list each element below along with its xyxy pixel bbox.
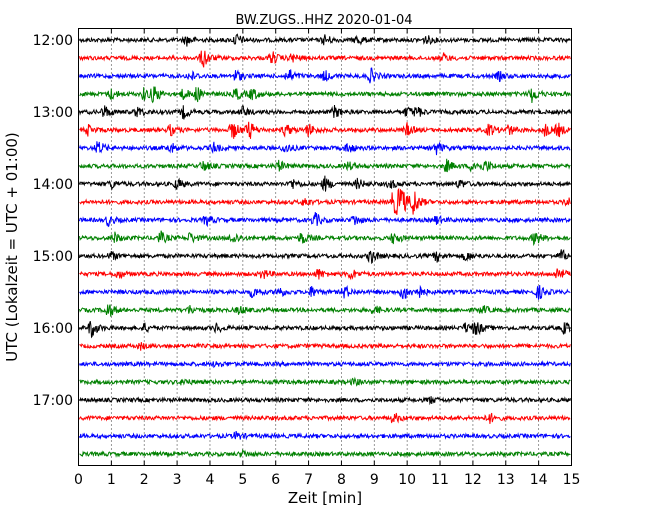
trace-1700 xyxy=(79,396,571,406)
trace-1330 xyxy=(79,141,571,156)
y-axis-label: UTC (Lokalzeit = UTC + 01:00) xyxy=(3,132,21,362)
seismic-traces xyxy=(79,33,571,458)
x-tick-label: 15 xyxy=(563,472,581,488)
x-tick-label: 9 xyxy=(370,472,379,488)
trace-1630 xyxy=(79,360,571,369)
plot-frame xyxy=(78,28,572,466)
trace-1600 xyxy=(79,321,571,339)
x-tick-label: 3 xyxy=(173,472,182,488)
x-axis-label: Zeit [min] xyxy=(288,489,362,507)
x-tick-label: 6 xyxy=(271,472,280,488)
x-tick-label: 2 xyxy=(140,472,149,488)
x-tick-label: 14 xyxy=(530,472,548,488)
trace-1545 xyxy=(79,304,571,317)
y-tick-label: 14:00 xyxy=(33,177,73,193)
y-tick-label: 13:00 xyxy=(33,105,73,121)
trace-1715 xyxy=(79,412,571,424)
x-tick-label: 5 xyxy=(238,472,247,488)
trace-1245 xyxy=(79,86,571,104)
x-tick-label: 12 xyxy=(464,472,482,488)
trace-1230 xyxy=(79,67,571,84)
trace-1415 xyxy=(79,187,571,215)
x-tick-label: 1 xyxy=(107,472,116,488)
trace-1200 xyxy=(79,33,571,47)
x-axis-ticks: 0 1 2 3 4 5 6 7 8 9 10 11 12 13 14 15 xyxy=(74,28,581,488)
x-tick-label: 13 xyxy=(497,472,515,488)
trace-1530 xyxy=(79,284,571,300)
trace-1445 xyxy=(79,230,571,247)
y-tick-label: 15:00 xyxy=(33,249,73,265)
trace-1730 xyxy=(79,430,571,441)
x-tick-label: 10 xyxy=(398,472,416,488)
trace-1400 xyxy=(79,175,571,192)
chart-title: BW.ZUGS..HHZ 2020-01-04 xyxy=(235,13,412,28)
x-tick-label: 0 xyxy=(74,472,83,488)
trace-1300 xyxy=(79,104,571,120)
trace-1315 xyxy=(79,121,571,139)
x-tick-label: 8 xyxy=(337,472,346,488)
trace-1215 xyxy=(79,50,571,68)
trace-1745 xyxy=(79,448,571,458)
trace-1615 xyxy=(79,342,571,351)
trace-1500 xyxy=(79,249,571,265)
y-tick-label: 17:00 xyxy=(33,393,73,409)
x-tick-label: 4 xyxy=(206,472,215,488)
y-tick-label: 16:00 xyxy=(33,321,73,337)
x-tick-label: 11 xyxy=(431,472,449,488)
trace-1645 xyxy=(79,376,571,387)
trace-1515 xyxy=(79,268,571,281)
grid-lines xyxy=(110,28,540,466)
y-tick-label: 12:00 xyxy=(33,33,73,49)
trace-1430 xyxy=(79,211,571,228)
x-tick-label: 7 xyxy=(304,472,313,488)
trace-1345 xyxy=(79,158,571,173)
y-axis-ticks: 12:00 13:00 14:00 15:00 16:00 17:00 xyxy=(33,33,572,409)
